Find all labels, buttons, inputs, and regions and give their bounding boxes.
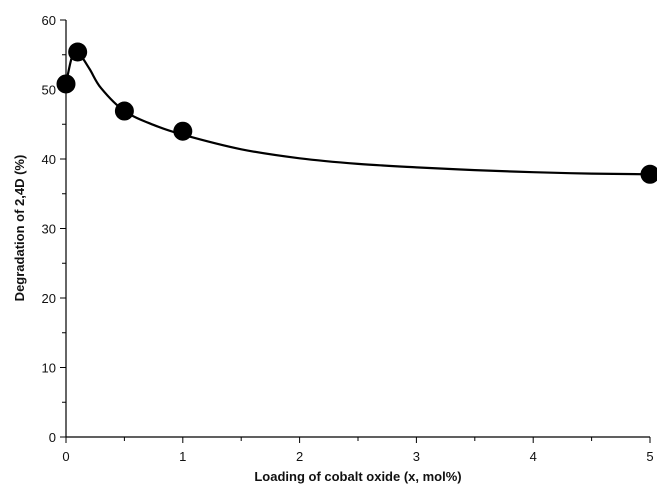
x-tick-label: 5: [646, 449, 653, 464]
y-axis-title: Degradation of 2,4D (%): [12, 155, 27, 302]
y-tick-label: 0: [49, 430, 56, 445]
axes-layer: [65, 20, 650, 438]
y-tick-label: 40: [42, 152, 56, 167]
x-tick-label: 1: [179, 449, 186, 464]
x-tick-label: 0: [62, 449, 69, 464]
curve-layer: [64, 50, 651, 176]
fit-curve-line: [64, 50, 651, 176]
y-tick-label: 60: [42, 13, 56, 28]
y-tick-label: 10: [42, 361, 56, 376]
x-ticks-layer: 0 1 2 3 4 5: [62, 437, 654, 464]
x-tick-label: 3: [413, 449, 420, 464]
x-tick-label: 2: [296, 449, 303, 464]
y-tick-label: 20: [42, 291, 56, 306]
y-ticks-layer: 0 10 20 30 40 50 60: [42, 13, 66, 445]
x-axis-title: Loading of cobalt oxide (x, mol%): [254, 469, 461, 484]
data-point: [68, 42, 88, 62]
labels-layer: Loading of cobalt oxide (x, mol%) Degrad…: [12, 155, 462, 484]
data-point: [640, 164, 657, 184]
x-tick-label: 4: [530, 449, 537, 464]
data-point: [114, 101, 134, 121]
y-tick-label: 50: [42, 83, 56, 98]
data-point: [56, 74, 76, 94]
data-point: [173, 121, 193, 141]
y-tick-label: 30: [42, 222, 56, 237]
points-layer: [56, 42, 657, 184]
